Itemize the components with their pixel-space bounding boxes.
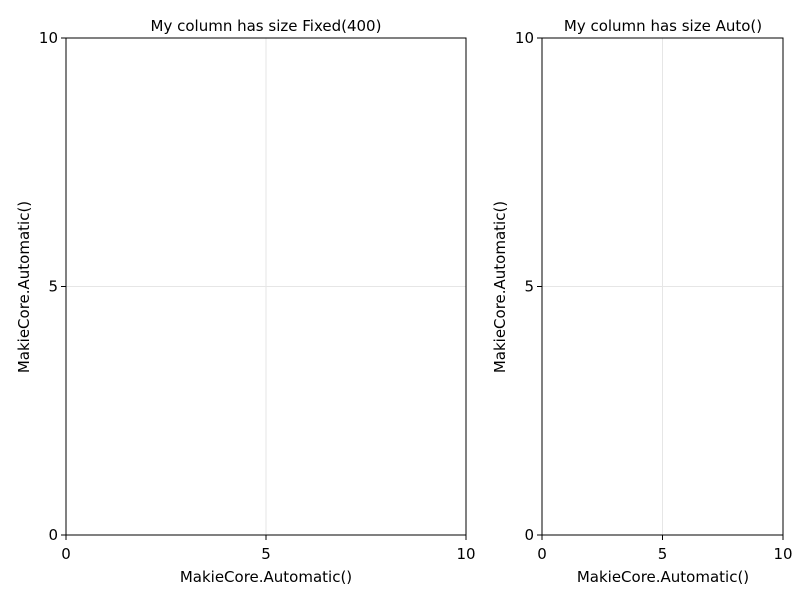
x-ticks: 0 5 10	[61, 535, 476, 563]
x-ticks: 0 5 10	[537, 535, 793, 563]
x-tick-label: 5	[658, 545, 668, 563]
x-tick-label: 0	[537, 545, 547, 563]
axis-panel-auto-column: My column has size Auto() 0 5 10 0 5 10 Maki…	[491, 17, 793, 586]
x-axis-label: MakieCore.Automatic()	[577, 568, 749, 586]
x-tick-label: 10	[456, 545, 475, 563]
y-tick-label: 10	[39, 29, 58, 47]
y-tick-label: 0	[524, 526, 534, 544]
x-tick-label: 10	[773, 545, 792, 563]
y-tick-label: 0	[48, 526, 58, 544]
axis-title: My column has size Auto()	[564, 17, 762, 35]
grid-lines	[542, 38, 783, 535]
y-tick-label: 5	[524, 278, 534, 296]
y-axis-label: MakieCore.Automatic()	[15, 201, 33, 373]
x-tick-label: 0	[61, 545, 71, 563]
y-tick-label: 5	[48, 278, 58, 296]
axis-panel-fixed-column: My column has size Fixed(400) 0 5 10 0510 …	[15, 17, 476, 586]
axis-title: My column has size Fixed(400)	[151, 17, 382, 35]
grid-lines	[66, 38, 466, 535]
x-axis-label: MakieCore.Automatic()	[180, 568, 352, 586]
y-ticks: 0 5 10	[515, 29, 542, 544]
x-tick-label: 5	[261, 545, 271, 563]
y-tick-label: 10	[515, 29, 534, 47]
y-ticks: 0 5 10	[39, 29, 66, 544]
y-axis-label: MakieCore.Automatic()	[491, 201, 509, 373]
